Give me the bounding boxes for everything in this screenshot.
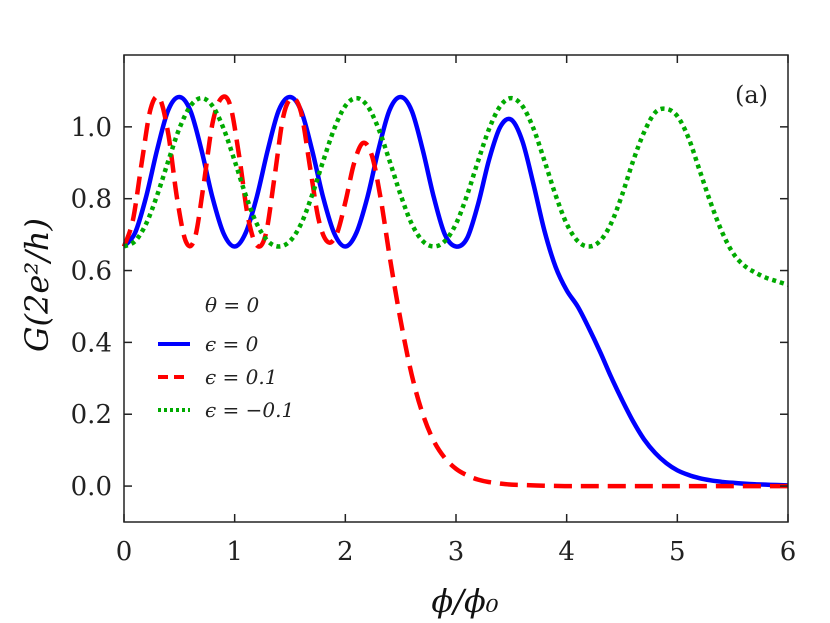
legend-label-eps-0: ϵ = 0 [205,332,259,356]
y-tick-label: 1.0 [71,113,112,143]
panel-label: (a) [735,81,768,109]
x-tick-label: 3 [448,537,465,567]
x-tick-label: 0 [116,537,133,567]
series-line-0 [122,94,789,488]
legend-label-eps-0.1: ϵ = 0.1 [205,365,277,389]
labels-layer: 0 1 2 3 4 5 6 0.0 0.2 0.4 0.6 0.8 1.0 [71,113,797,567]
x-tick-label: 2 [337,537,354,567]
x-axis-label: ϕ/ϕ₀ [431,582,498,620]
y-tick-label: 0.2 [71,400,112,430]
series-line-1 [121,94,788,489]
y-tick-label: 0.0 [71,472,112,502]
series-layer [121,94,789,489]
legend-title: θ = 0 [205,293,260,317]
x-tick-label: 6 [780,537,797,567]
y-tick-label: 0.6 [71,257,112,287]
x-tick-label: 1 [226,537,243,567]
ticks-layer [123,55,789,522]
y-tick-label: 0.8 [71,185,112,215]
series-line-2 [122,95,789,288]
legend-label-eps-neg-0.1: ϵ = −0.1 [205,398,294,422]
y-tick-label: 0.4 [71,328,112,358]
x-tick-label: 4 [558,537,575,567]
x-tick-label: 5 [669,537,686,567]
legend: θ = 0 ϵ = 0 ϵ = 0.1 ϵ = −0.1 [158,293,294,422]
y-axis-label: G(2e²/h) [18,218,56,352]
